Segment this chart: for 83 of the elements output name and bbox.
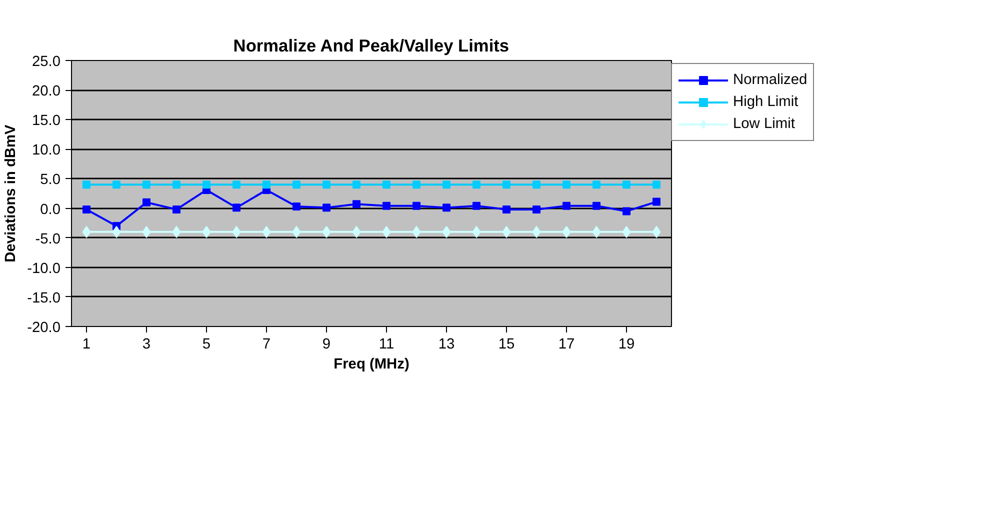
point: [82, 226, 91, 238]
legend-label: Normalized: [733, 72, 808, 88]
point: [82, 205, 90, 214]
point: [232, 226, 241, 238]
point: [442, 226, 451, 238]
point: [202, 180, 210, 189]
point: [322, 204, 330, 212]
y-tick-label: 5.0: [40, 172, 60, 188]
point: [472, 180, 480, 189]
x-tick-label: 17: [558, 336, 575, 352]
point: [292, 202, 300, 211]
y-tick-label: 0.0: [40, 202, 60, 218]
y-tick-label: -15.0: [27, 290, 60, 306]
x-tick-label: 5: [202, 336, 211, 352]
x-tick-label: 1: [82, 336, 91, 352]
point: [622, 226, 631, 238]
x-tick-label: 13: [438, 336, 455, 352]
chart-title: Normalize And Peak/Valley Limits: [233, 36, 510, 56]
x-tick-label: 11: [378, 336, 394, 352]
point: [112, 226, 121, 238]
x-tick-label: 19: [618, 336, 635, 352]
x-tick-label: 15: [498, 336, 515, 352]
point: [532, 205, 540, 214]
point: [262, 226, 271, 238]
point: [622, 180, 630, 189]
point: [412, 226, 421, 238]
legend-label: Low Limit: [733, 116, 795, 132]
point: [232, 204, 240, 212]
point: [592, 180, 600, 189]
point: [442, 180, 450, 189]
point: [82, 180, 90, 189]
point: [412, 180, 420, 189]
y-axis-title: Deviations in dBmV: [3, 124, 20, 262]
point: [172, 226, 181, 238]
point: [202, 226, 211, 238]
point: [442, 204, 450, 212]
point: [292, 180, 300, 189]
point: [352, 180, 360, 189]
point: [292, 226, 301, 238]
point: [562, 180, 570, 189]
point: [532, 226, 541, 238]
x-tick-label: 7: [262, 336, 271, 352]
point: [172, 205, 180, 214]
x-tick-label: 9: [322, 336, 331, 352]
point: [322, 180, 330, 189]
y-tick-label: 15.0: [32, 113, 61, 130]
point: [142, 226, 151, 238]
x-tick-label: 3: [142, 336, 151, 352]
point: [652, 198, 660, 206]
y-tick-label: 25.0: [32, 54, 61, 70]
point: [592, 226, 601, 238]
point: [622, 207, 630, 216]
point: [382, 226, 391, 238]
point: [322, 226, 331, 238]
point: [652, 180, 660, 189]
point: [412, 202, 420, 210]
point: [142, 180, 150, 189]
legend-label: High Limit: [733, 94, 798, 110]
point: [232, 180, 240, 189]
point: [472, 226, 481, 238]
y-tick-label: 20.0: [32, 84, 61, 100]
point: [502, 205, 510, 214]
point: [142, 198, 150, 206]
point: [592, 202, 600, 210]
point: [262, 180, 270, 189]
point: [472, 202, 480, 210]
point: [352, 200, 360, 208]
point: [172, 180, 180, 189]
point: [112, 180, 120, 189]
y-tick-label: -5.0: [35, 231, 61, 248]
point: [562, 202, 570, 210]
y-tick-label: 10.0: [32, 142, 61, 159]
point: [502, 180, 510, 189]
point: [652, 226, 661, 238]
point: [352, 226, 361, 238]
point: [532, 180, 540, 189]
point: [502, 226, 511, 238]
y-tick-label: -20.0: [27, 320, 60, 336]
y-tick-label: -10.0: [27, 260, 60, 277]
point: [382, 180, 390, 189]
point: [562, 226, 571, 238]
x-axis-title: Freq (MHz): [334, 356, 410, 372]
point: [382, 202, 390, 210]
